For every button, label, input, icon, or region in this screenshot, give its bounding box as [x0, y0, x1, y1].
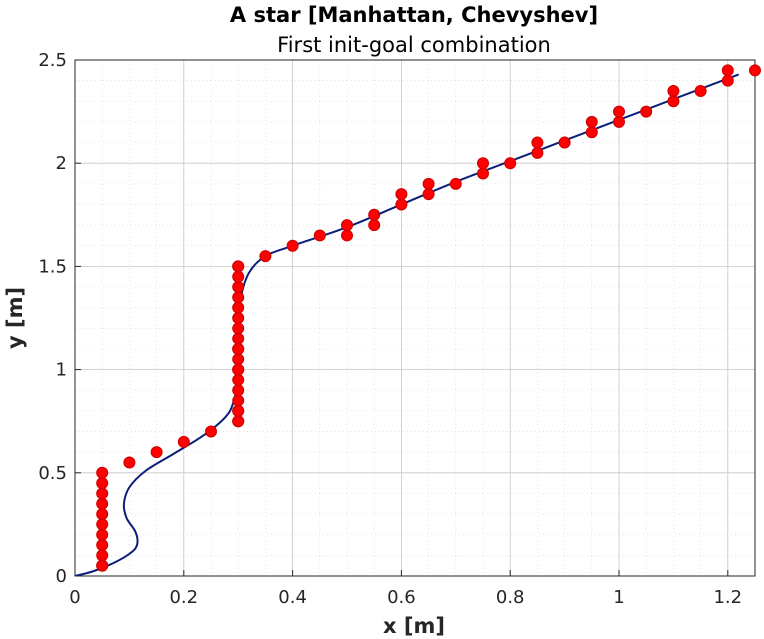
x-tick-label: 0.2	[169, 587, 198, 608]
waypoint-marker	[449, 177, 462, 190]
x-tick-label: 0	[69, 587, 80, 608]
waypoint-marker	[368, 208, 381, 221]
y-tick-labels: 0 0.5 1 1.5 2 2.5	[38, 50, 67, 587]
waypoint-marker	[667, 95, 680, 108]
y-tick-label: 2.5	[38, 50, 67, 71]
y-axis-label: y [m]	[3, 287, 27, 349]
waypoint-marker	[585, 115, 598, 128]
waypoint-marker	[232, 281, 245, 294]
x-tick-label: 1.2	[713, 587, 742, 608]
waypoint-marker	[531, 146, 544, 159]
waypoint-marker	[232, 415, 245, 428]
waypoint-marker	[395, 198, 408, 211]
waypoint-marker	[96, 497, 109, 510]
y-tick-label: 1	[56, 360, 67, 381]
waypoint-marker	[667, 84, 680, 97]
plot-area	[74, 59, 756, 577]
waypoint-marker	[721, 64, 734, 77]
waypoint-marker	[96, 549, 109, 562]
grid	[74, 59, 756, 577]
y-tick-label: 1.5	[38, 256, 67, 277]
waypoint-marker	[232, 342, 245, 355]
waypoint-marker	[232, 363, 245, 376]
series-layer	[75, 64, 761, 576]
waypoint-marker	[232, 291, 245, 304]
waypoint-marker	[96, 518, 109, 531]
waypoint-marker	[477, 167, 489, 180]
waypoint-marker	[96, 466, 109, 479]
path-line	[75, 73, 740, 576]
waypoint-marker	[232, 353, 245, 366]
waypoint-marker	[96, 487, 109, 500]
waypoint-marker	[313, 229, 326, 242]
waypoint-marker	[286, 239, 299, 252]
y-tick-label: 2	[56, 153, 67, 174]
x-tick-label: 0.6	[387, 587, 416, 608]
waypoint-marker	[96, 477, 109, 490]
waypoint-marker	[395, 188, 408, 201]
waypoint-marker	[477, 157, 489, 170]
waypoint-marker	[232, 373, 245, 386]
waypoint-marker	[177, 435, 190, 448]
waypoint-marker	[232, 312, 245, 324]
waypoint-marker	[613, 105, 625, 118]
waypoint-marker	[96, 508, 109, 521]
waypoint-marker	[504, 157, 517, 170]
waypoint-marker	[640, 105, 653, 118]
waypoint-marker	[232, 301, 245, 314]
waypoint-marker	[96, 559, 109, 572]
x-tick-labels: 0 0.2 0.4 0.6 0.8 1 1.2	[69, 587, 742, 608]
waypoint-marker	[341, 219, 353, 232]
waypoint-marker	[232, 394, 245, 407]
x-tick-label: 0.8	[496, 587, 525, 608]
waypoint-marker	[232, 404, 245, 417]
waypoint-marker	[531, 136, 544, 149]
waypoint-marker	[205, 425, 217, 438]
waypoint-marker	[422, 177, 435, 190]
waypoint-marker	[96, 528, 109, 541]
waypoint-marker	[96, 539, 109, 552]
waypoint-marker	[422, 188, 435, 201]
waypoint-marker	[150, 446, 163, 459]
waypoint-marker	[232, 322, 245, 335]
waypoint-marker	[232, 260, 245, 273]
waypoint-marker	[259, 250, 272, 263]
waypoint-marker	[368, 219, 381, 232]
waypoint-marker	[232, 384, 245, 397]
waypoint-marker	[721, 74, 734, 87]
x-tick-label: 1	[613, 587, 624, 608]
waypoint-marker	[232, 270, 245, 283]
waypoint-marker	[749, 64, 761, 77]
waypoint-marker	[585, 126, 598, 139]
chart-subtitle: First init-goal combination	[277, 33, 551, 57]
waypoint-marker	[694, 84, 707, 97]
y-tick-label: 0.5	[38, 463, 67, 484]
y-tick-label: 0	[56, 566, 67, 587]
waypoint-marker	[341, 229, 353, 242]
waypoint-marker	[558, 136, 571, 149]
x-tick-label: 0.4	[278, 587, 307, 608]
waypoint-marker	[613, 115, 625, 128]
waypoint-marker	[232, 332, 245, 345]
chart-title: A star [Manhattan, Chevyshev]	[230, 3, 598, 27]
waypoint-marker	[123, 456, 136, 469]
x-axis-label: x [m]	[383, 614, 445, 638]
